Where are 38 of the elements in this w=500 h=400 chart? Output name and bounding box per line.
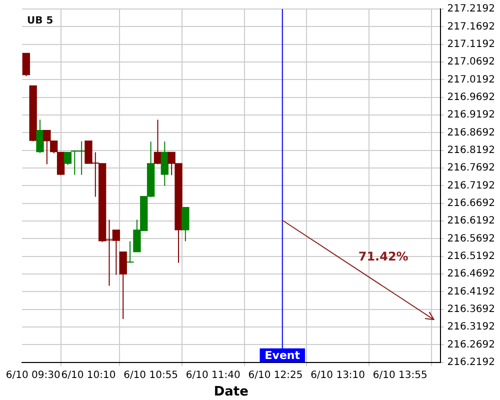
candlestick	[22, 52, 30, 77]
candlestick	[36, 119, 44, 154]
x-axis-title: Date	[214, 384, 249, 400]
y-tick-label: 216.3192	[447, 322, 496, 333]
y-tick-label: 216.4692	[447, 268, 496, 280]
y-tick-label: 216.2692	[447, 339, 496, 350]
y-tick-label: 216.8192	[447, 144, 496, 156]
y-tick-label: 217.0192	[447, 74, 496, 86]
candlestick	[182, 206, 190, 242]
y-tick-label: 217.1692	[447, 21, 496, 32]
text: UB 5	[27, 16, 54, 27]
y-tick-label: 216.6692	[447, 198, 496, 209]
y-tick-label: 216.9692	[447, 92, 496, 103]
y-tick-label: 216.6192	[447, 216, 496, 227]
x-tick-label: 6/10 10:55	[124, 370, 178, 381]
y-tick-label: 216.5192	[447, 250, 496, 262]
y-tick-label: 216.8692	[447, 127, 496, 138]
y-tick-label: 217.1192	[447, 38, 496, 50]
annotation: 71.42%	[358, 250, 408, 264]
y-tick-label: 216.2192	[447, 356, 496, 368]
candlestick	[160, 141, 168, 186]
x-tick-label: 6/10 13:10	[310, 370, 366, 381]
y-tick-label: 216.3692	[447, 304, 496, 315]
candlestick	[154, 119, 162, 165]
y-tick-label: 216.4192	[447, 286, 496, 298]
ref-line-label: Event	[264, 348, 300, 362]
y-tick-label: 216.9192	[447, 110, 496, 121]
x-tick-label: 6/10 09:30	[6, 370, 60, 381]
x-tick-label: 6/10 13:55	[372, 370, 428, 381]
candlestick	[119, 251, 127, 320]
y-tick-label: 217.0692	[447, 56, 496, 68]
y-tick-label: 216.7692	[447, 162, 496, 174]
x-tick-label: 6/10 11:40	[186, 370, 240, 381]
y-tick-label: 216.7192	[447, 180, 496, 192]
x-tick-label: 6/10 10:10	[61, 370, 116, 381]
y-tick-label: 216.5692	[447, 233, 496, 244]
x-tick-label: 6/10 12:25	[248, 370, 303, 381]
y-tick-label: 217.2192	[447, 4, 496, 15]
